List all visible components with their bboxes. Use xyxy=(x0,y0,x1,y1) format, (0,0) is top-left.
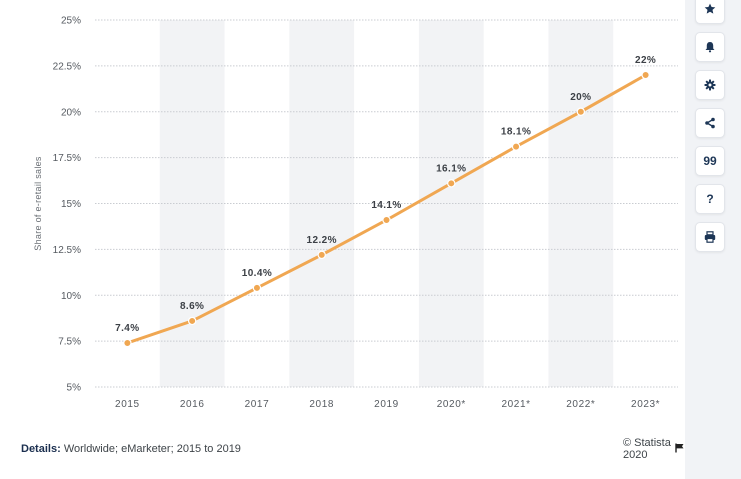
y-tick-label: 25% xyxy=(61,16,81,27)
x-tick-label: 2023* xyxy=(631,399,660,410)
y-tick-label: 20% xyxy=(61,107,81,118)
data-label: 14.1% xyxy=(371,200,401,211)
x-tick-label: 2021* xyxy=(501,399,530,410)
x-tick-label: 2015 xyxy=(115,399,140,410)
data-point xyxy=(187,316,197,326)
details-text: Worldwide; eMarketer; 2015 to 2019 xyxy=(63,443,241,455)
data-label: 18.1% xyxy=(501,127,531,138)
data-point xyxy=(382,215,391,225)
data-point xyxy=(641,70,650,80)
details-footnote: Details: Worldwide; eMarketer; 2015 to 2… xyxy=(21,443,241,455)
data-point xyxy=(447,179,456,188)
chart-card: 5% 7.5% 10% 12.5% 15% 17.5% 20% 22.5% 25% 2015 201… xyxy=(0,0,685,479)
x-tick-label: 2022* xyxy=(566,399,595,410)
data-point xyxy=(576,107,586,116)
data-point xyxy=(123,338,132,348)
y-tick-label: 5% xyxy=(67,383,82,394)
data-point xyxy=(252,283,262,293)
quote-label: 99 xyxy=(703,154,717,168)
chart-toolbar: 99 ? xyxy=(695,0,725,252)
share-icon[interactable] xyxy=(695,108,725,138)
bell-icon[interactable] xyxy=(695,32,725,62)
data-label: 8.6% xyxy=(180,301,204,312)
x-tick-label: 2018 xyxy=(309,399,334,410)
star-icon[interactable] xyxy=(695,0,725,24)
print-icon[interactable] xyxy=(695,222,725,252)
x-tick-label: 2016 xyxy=(180,399,205,410)
x-tick-label: 2020* xyxy=(437,399,466,410)
details-label: Details: xyxy=(21,443,61,455)
help-label: ? xyxy=(706,192,714,206)
x-tick-label: 2019 xyxy=(374,399,399,410)
data-label: 16.1% xyxy=(436,163,466,174)
data-point xyxy=(317,250,326,260)
y-tick-label: 22.5% xyxy=(53,61,81,72)
y-axis-label: Share of e-retail sales xyxy=(33,156,43,251)
data-label: 7.4% xyxy=(115,323,139,334)
help-icon[interactable]: ? xyxy=(695,184,725,214)
data-label: 10.4% xyxy=(242,268,272,279)
y-tick-label: 12.5% xyxy=(53,245,81,256)
statista-credit[interactable]: © Statista 2020 xyxy=(623,437,685,461)
data-label: 22% xyxy=(635,55,656,66)
y-tick-label: 17.5% xyxy=(53,153,81,164)
data-label: 20% xyxy=(570,92,591,103)
gear-icon[interactable] xyxy=(695,70,725,100)
chart: 5% 7.5% 10% 12.5% 15% 17.5% 20% 22.5% 25% 2015 201… xyxy=(33,16,678,410)
y-tick-label: 15% xyxy=(61,199,81,210)
category-band xyxy=(418,20,484,387)
data-label: 12.2% xyxy=(307,235,337,246)
y-tick-label: 7.5% xyxy=(58,337,81,348)
y-tick-label: 10% xyxy=(61,291,81,302)
quote-icon[interactable]: 99 xyxy=(695,146,725,176)
x-tick-label: 2017 xyxy=(245,399,270,410)
flag-icon[interactable] xyxy=(675,443,685,456)
credit-text: © Statista 2020 xyxy=(623,437,671,461)
data-point xyxy=(511,142,521,151)
